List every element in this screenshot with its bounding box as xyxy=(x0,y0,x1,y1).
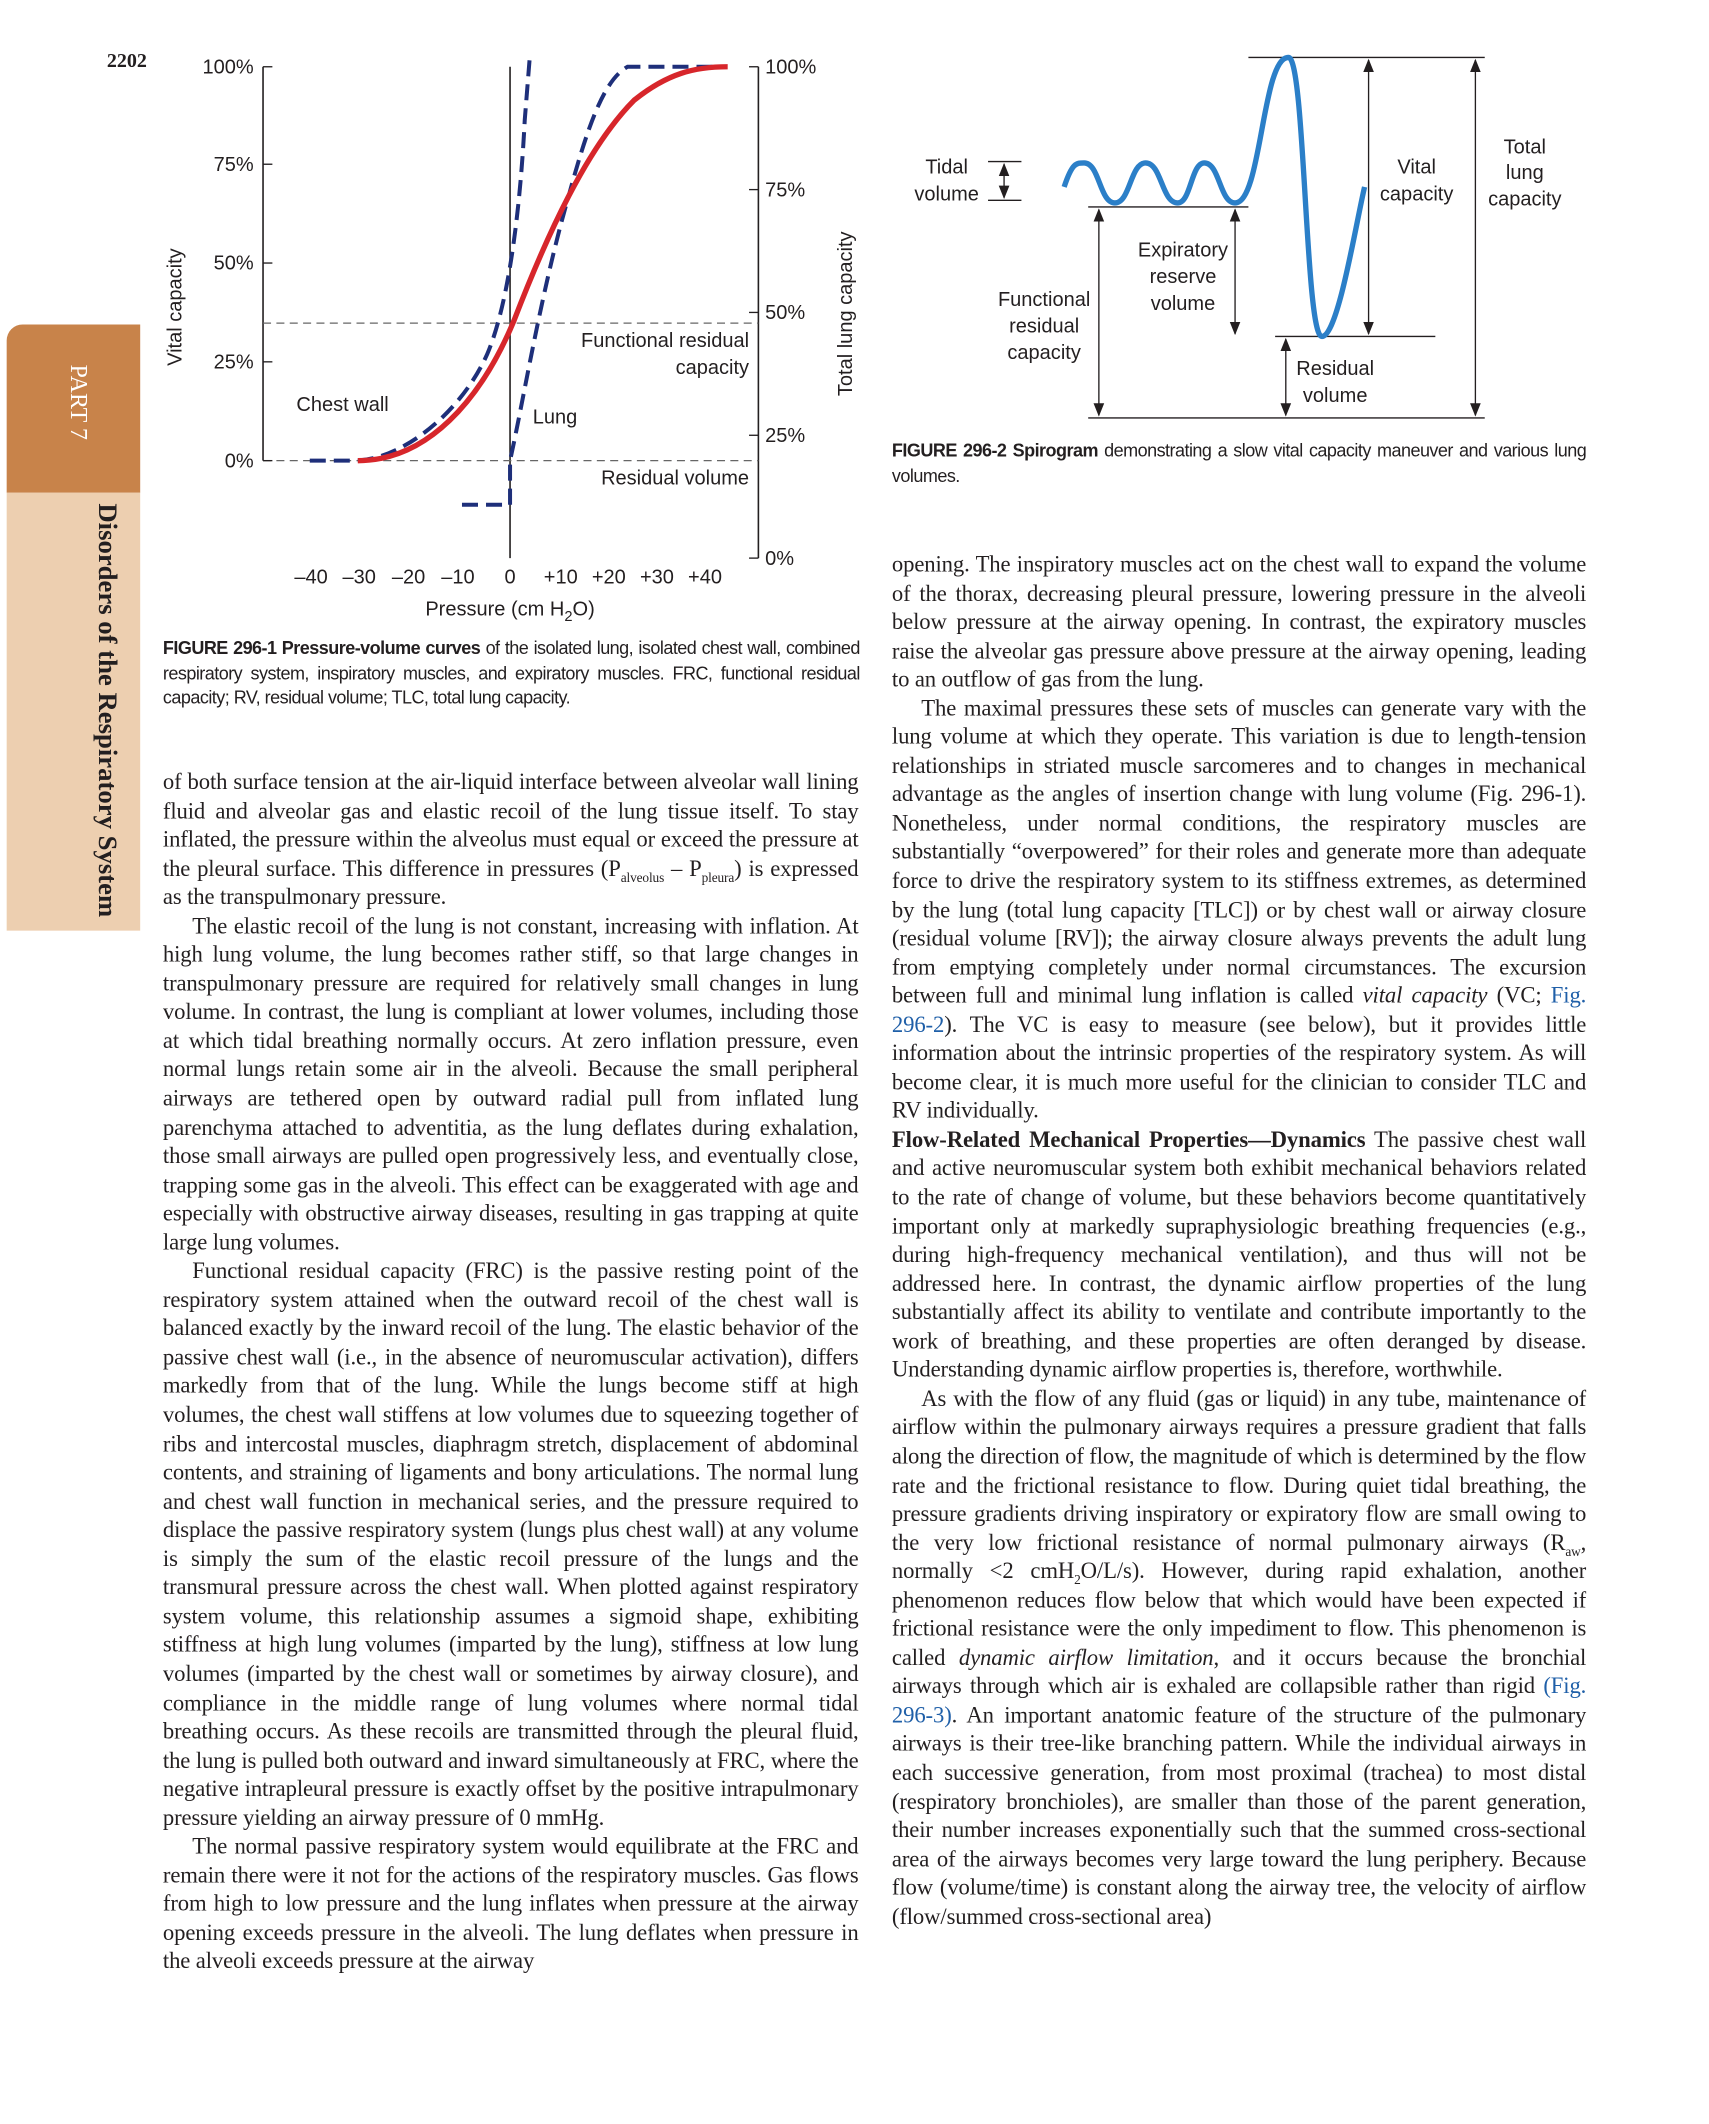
paragraph: The normal passive respiratory system wo… xyxy=(163,1832,859,1976)
tab-part: PART 7 xyxy=(6,324,141,493)
erv-label: reserve xyxy=(1150,266,1217,288)
figures: Chest wall Lung Functional residual capa… xyxy=(165,53,1562,625)
figure-2: Tidal volume Expiratory reserve volume F… xyxy=(914,54,1562,419)
rv-label: Residual volume xyxy=(601,468,749,490)
y-right-tick-label: 0% xyxy=(765,548,794,570)
figure-link[interactable]: (Fig. 296-3) xyxy=(891,1673,1587,1728)
frc-label: residual xyxy=(1009,315,1079,337)
erv-label: volume xyxy=(1151,293,1216,315)
y-right-tick-label: 50% xyxy=(765,302,805,324)
paragraph: As with the flow of any fluid (gas or li… xyxy=(892,1384,1586,1931)
italic-run: dynamic airflow limitation xyxy=(958,1644,1214,1671)
paragraph: Flow-Related Mechanical Properties—Dynam… xyxy=(892,1125,1586,1384)
text-run: The normal passive respiratory system wo… xyxy=(162,1833,859,1974)
text-run: The elastic recoil of the lung is not co… xyxy=(162,912,859,1255)
text-run: , normally <2 cmH xyxy=(891,1529,1587,1584)
figure-1-caption: FIGURE 296-1 Pressure-volume curves of t… xyxy=(162,637,861,711)
y-left-tick-label: 0% xyxy=(225,450,254,472)
text-run: The maximal pressures these sets of musc… xyxy=(891,695,1587,1009)
text-run: , and it occurs because the bronchial ai… xyxy=(891,1644,1587,1699)
x-tick-label: +30 xyxy=(640,566,674,588)
x-tick-label: –40 xyxy=(294,566,327,588)
text-run: As with the flow of any fluid (gas or li… xyxy=(891,1385,1587,1555)
text-run: opening. The inspiratory muscles act on … xyxy=(891,551,1587,692)
text-run: ) is expressed as the transpulmonary pre… xyxy=(162,855,859,910)
bold-run: FIGURE 296-1 Pressure-volume curves xyxy=(162,638,481,659)
lung-curve xyxy=(461,64,722,507)
paragraph: Functional residual capacity (FRC) is th… xyxy=(163,1257,859,1832)
subscript: pleura xyxy=(701,870,735,886)
text-run: The passive chest wall and active neurom… xyxy=(891,1126,1587,1383)
rv-label: Residual xyxy=(1296,358,1374,380)
figure-1: Chest wall Lung Functional residual capa… xyxy=(165,53,857,625)
text-run: (VC; xyxy=(1487,982,1551,1009)
x-tick-label: –20 xyxy=(392,566,425,588)
text-run: Functional residual capacity (FRC) is th… xyxy=(162,1258,859,1831)
y-right-tick-label: 100% xyxy=(765,56,816,78)
x-tick-label: –10 xyxy=(441,566,474,588)
frc-label: capacity xyxy=(676,357,749,379)
tidal-label: Tidal xyxy=(925,157,968,179)
left-column: of both surface tension at the air-liqui… xyxy=(163,768,859,2050)
tlc-label: capacity xyxy=(1488,189,1561,211)
y-right-tick-label: 25% xyxy=(765,425,805,447)
frc-label: capacity xyxy=(1007,342,1080,364)
chest-wall-label: Chest wall xyxy=(296,394,388,416)
text-run: . An important anatomic feature of the s… xyxy=(891,1702,1587,1929)
tlc-label: lung xyxy=(1506,162,1544,184)
erv-label: Expiratory xyxy=(1138,239,1228,261)
y-left-tick-label: 25% xyxy=(214,352,254,374)
x-label-part: O) xyxy=(573,599,595,621)
page-number: 2202 xyxy=(106,50,147,73)
subscript: alveolus xyxy=(620,870,665,886)
rv-label: volume xyxy=(1303,385,1368,407)
system-curve xyxy=(357,64,728,464)
paragraph: of both surface tension at the air-liqui… xyxy=(163,768,859,912)
figure-2-caption: FIGURE 296-2 Spirogram demonstrating a s… xyxy=(891,439,1587,488)
text-run: ). The VC is easy to measure (see below)… xyxy=(891,1011,1587,1124)
vc-label: capacity xyxy=(1380,183,1453,205)
bold-run: Flow-Related Mechanical Properties—Dynam… xyxy=(891,1126,1366,1153)
x-tick-label: +10 xyxy=(544,566,578,588)
x-label-sub: 2 xyxy=(564,609,572,625)
y-left-tick-label: 75% xyxy=(214,154,254,176)
x-tick-label: 0 xyxy=(504,566,515,588)
paragraph: The maximal pressures these sets of musc… xyxy=(892,694,1586,1126)
y-left-label: Vital capacity xyxy=(165,248,187,366)
subscript: 2 xyxy=(1074,1573,1081,1589)
chest-wall-curve xyxy=(309,53,533,463)
y-left-tick-label: 100% xyxy=(202,56,253,78)
paragraph: The elastic recoil of the lung is not co… xyxy=(163,912,859,1257)
x-tick-label: +20 xyxy=(592,566,626,588)
y-right-label: Total lung capacity xyxy=(835,231,857,396)
subscript: aw xyxy=(1565,1544,1581,1560)
text-run: – P xyxy=(664,855,702,881)
x-tick-label: –30 xyxy=(342,566,375,588)
italic-run: vital capacity xyxy=(1362,982,1488,1009)
lung-label: Lung xyxy=(533,406,578,428)
y-right-tick-label: 75% xyxy=(765,179,805,201)
text-run: of the isolated lung, isolated chest wal… xyxy=(162,638,861,708)
text-run: of both surface tension at the air-liqui… xyxy=(162,769,859,881)
right-column: opening. The inspiratory muscles act on … xyxy=(892,550,1586,2051)
x-tick-label: +40 xyxy=(688,566,722,588)
tlc-label: Total xyxy=(1504,137,1546,159)
vc-label: Vital xyxy=(1397,157,1436,179)
x-label-part: Pressure (cm H xyxy=(425,599,564,621)
figure-link[interactable]: Fig. 296-2 xyxy=(891,982,1587,1038)
text-run: demonstrating a slow vital capacity mane… xyxy=(891,440,1587,486)
tidal-label: volume xyxy=(914,183,979,205)
spirogram-wave xyxy=(1061,54,1368,340)
paragraph: opening. The inspiratory muscles act on … xyxy=(892,550,1586,694)
x-label: Pressure (cm H2O) xyxy=(425,599,594,625)
bold-run: FIGURE 296-2 Spirogram xyxy=(891,440,1099,461)
frc-label: Functional xyxy=(998,289,1090,311)
text-run: O/L/s). However, during rapid exhalation… xyxy=(891,1558,1587,1671)
y-left-tick-label: 50% xyxy=(214,253,254,275)
frc-label: Functional residual xyxy=(581,330,749,352)
tab-section: Disorders of the Respiratory System xyxy=(6,492,141,931)
